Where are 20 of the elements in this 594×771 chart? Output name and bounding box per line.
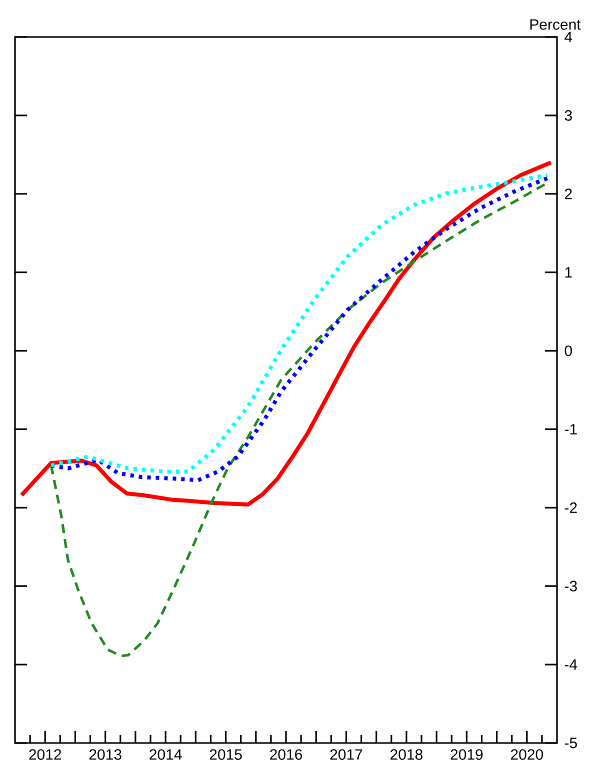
x-tick-label: 2014 — [150, 749, 182, 760]
y-tick-label: 0 — [564, 345, 572, 356]
x-tick-label: 2019 — [450, 749, 483, 760]
x-tick-label: 2015 — [210, 749, 242, 760]
y-tick-label: 3 — [564, 110, 572, 121]
y-tick-label: 4 — [564, 32, 572, 42]
x-tick-label: 2013 — [89, 749, 122, 760]
y-tick-label: 2 — [564, 188, 572, 200]
x-tick-label: 2016 — [270, 749, 302, 760]
y-tick-label: -5 — [564, 738, 577, 748]
x-tick-label: 2018 — [390, 749, 422, 760]
y-tick-label: -4 — [564, 659, 578, 670]
x-tick-label: 2020 — [510, 749, 543, 760]
y-tick-label: 1 — [565, 267, 572, 278]
y-axis-title: Percent — [530, 19, 581, 30]
x-tick-label: 2017 — [330, 749, 362, 760]
y-tick-label: -1 — [564, 424, 577, 434]
y-tick-label: -3 — [564, 580, 577, 592]
y-tick-label: -2 — [564, 502, 577, 513]
x-tick-label: 2012 — [29, 749, 62, 760]
